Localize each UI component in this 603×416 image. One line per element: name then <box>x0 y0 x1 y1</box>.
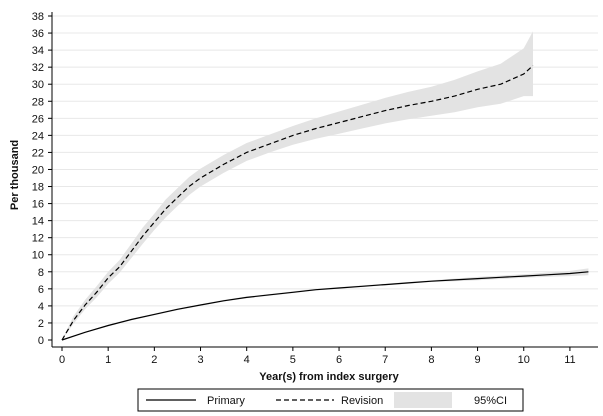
ci-band-primary <box>62 268 589 340</box>
x-tick-label: 10 <box>518 354 530 366</box>
ci-bands <box>62 31 589 341</box>
x-tick-label: 9 <box>475 354 481 366</box>
y-tick-label: 14 <box>32 216 44 228</box>
x-tick-label: 1 <box>105 354 111 366</box>
y-tick-label: 12 <box>32 233 44 245</box>
legend-ci-label: 95%CI <box>474 395 507 407</box>
x-tick-label: 5 <box>290 354 296 366</box>
y-tick-label: 10 <box>32 250 44 262</box>
y-tick-label: 16 <box>32 199 44 211</box>
series-lines <box>61 65 589 341</box>
y-tick-label: 18 <box>32 182 44 194</box>
legend-revision-label: Revision <box>341 395 383 407</box>
x-tick-label: 3 <box>197 354 203 366</box>
legend: Primary Revision 95%CI <box>137 388 524 412</box>
y-tick-label: 20 <box>32 164 44 176</box>
y-tick-label: 30 <box>32 79 44 91</box>
x-axis-title: Year(s) from index surgery <box>259 371 399 383</box>
y-tick-label: 6 <box>38 284 44 296</box>
series-line-primary <box>61 271 589 341</box>
x-ticks: 0 1 2 3 4 5 6 7 8 9 10 11 <box>59 347 576 366</box>
axes <box>51 12 598 348</box>
x-tick-label: 2 <box>151 354 157 366</box>
x-tick-label: 6 <box>336 354 342 366</box>
y-tick-label: 34 <box>32 45 44 57</box>
y-tick-label: 24 <box>32 130 44 142</box>
y-tick-label: 38 <box>32 11 44 23</box>
y-tick-label: 0 <box>38 335 44 347</box>
y-tick-label: 32 <box>32 62 44 74</box>
y-tick-label: 2 <box>38 318 44 330</box>
x-tick-label: 11 <box>564 354 575 366</box>
legend-ci-swatch <box>394 392 452 408</box>
y-axis-title: Per thousand <box>9 140 21 210</box>
legend-primary-label: Primary <box>207 395 245 407</box>
x-tick-label: 0 <box>59 354 65 366</box>
ci-band-revision <box>62 31 533 341</box>
x-tick-label: 8 <box>428 354 434 366</box>
y-tick-label: 36 <box>32 28 44 40</box>
x-tick-label: 4 <box>244 354 250 366</box>
x-tick-label: 7 <box>382 354 388 366</box>
y-tick-label: 4 <box>38 301 44 313</box>
y-tick-label: 8 <box>38 267 44 279</box>
y-tick-label: 22 <box>32 147 44 159</box>
y-tick-label: 26 <box>32 113 44 125</box>
y-tick-label: 28 <box>32 96 44 108</box>
